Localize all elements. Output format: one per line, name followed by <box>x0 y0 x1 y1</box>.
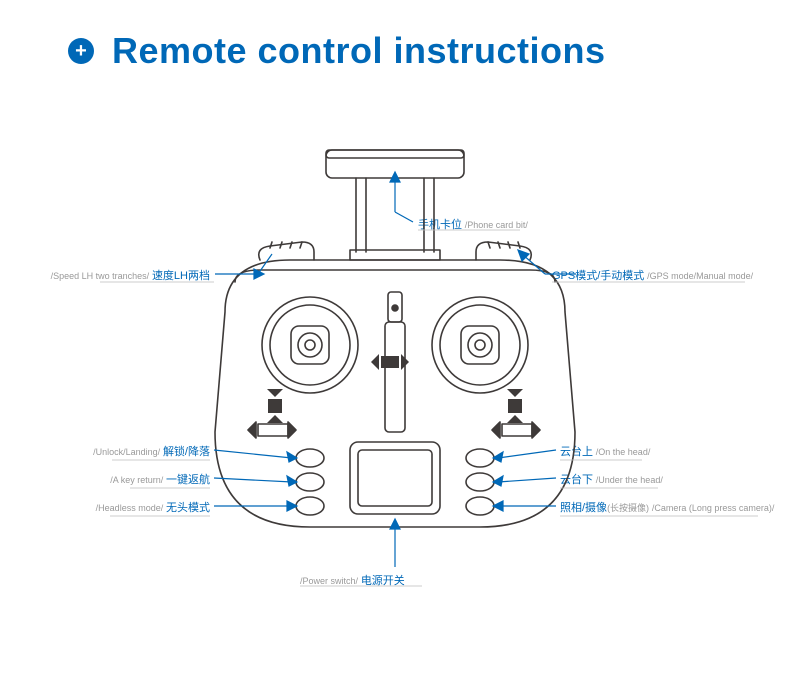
page-title: Remote control instructions <box>112 30 606 72</box>
plus-icon: + <box>68 38 94 64</box>
controller-diagram: 手机卡位 /Phone card bit/ /Speed LH two tran… <box>0 72 790 632</box>
controller-svg <box>0 72 790 632</box>
